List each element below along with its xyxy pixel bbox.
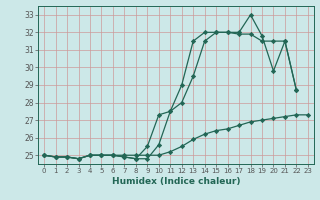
X-axis label: Humidex (Indice chaleur): Humidex (Indice chaleur) [112, 177, 240, 186]
